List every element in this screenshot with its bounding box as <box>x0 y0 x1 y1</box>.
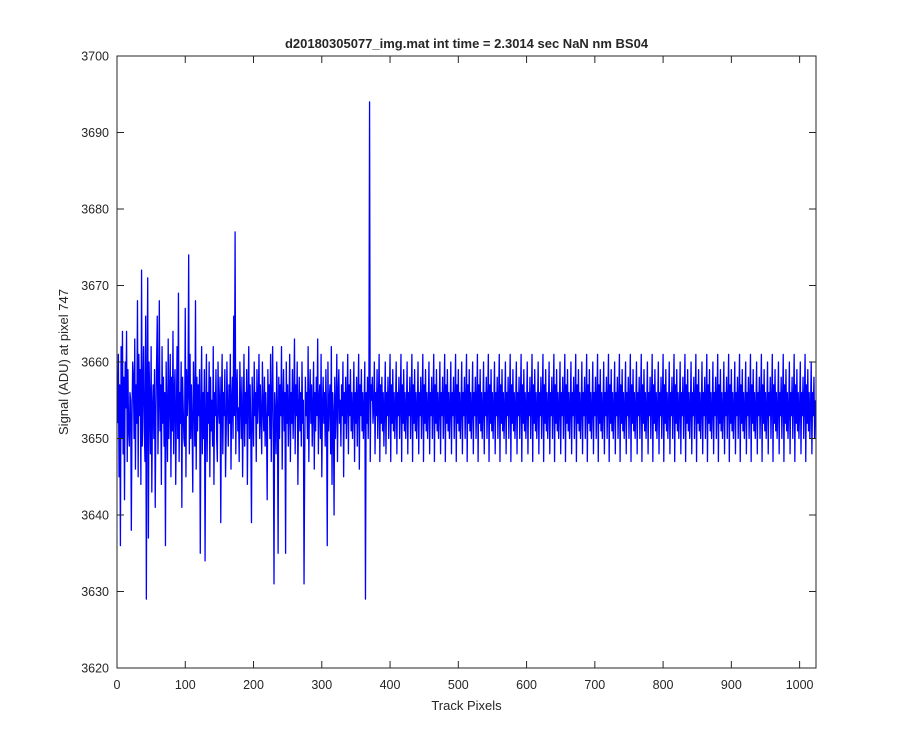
x-tick-label: 0 <box>114 678 121 692</box>
y-axis-label: Signal (ADU) at pixel 747 <box>56 289 71 435</box>
x-tick-label: 900 <box>721 678 742 692</box>
y-tick-label: 3620 <box>81 662 109 676</box>
x-tick-label: 300 <box>311 678 332 692</box>
x-tick-label: 100 <box>175 678 196 692</box>
y-tick-label: 3680 <box>81 203 109 217</box>
x-tick-label: 1000 <box>786 678 814 692</box>
y-tick-label: 3640 <box>81 509 109 523</box>
y-axis-ticks: 3620 3630 3640 3650 3660 3670 3680 3690 3700 <box>81 50 816 676</box>
x-tick-label: 600 <box>516 678 537 692</box>
y-tick-label: 3630 <box>81 585 109 599</box>
x-tick-label: 400 <box>380 678 401 692</box>
x-tick-label: 700 <box>584 678 605 692</box>
y-tick-label: 3690 <box>81 126 109 140</box>
x-axis-ticks: 0 100 200 300 400 500 600 700 800 900 1000 <box>114 56 814 692</box>
x-tick-label: 500 <box>448 678 469 692</box>
y-tick-label: 3700 <box>81 50 109 64</box>
y-tick-label: 3650 <box>81 432 109 446</box>
chart-title: d20180305077_img.mat int time = 2.3014 s… <box>285 36 649 51</box>
series-line-0 <box>117 101 816 600</box>
y-tick-label: 3660 <box>81 356 109 370</box>
x-tick-label: 200 <box>243 678 264 692</box>
y-tick-label: 3670 <box>81 279 109 293</box>
x-axis-label: Track Pixels <box>431 698 502 713</box>
x-tick-label: 800 <box>653 678 674 692</box>
series-layer <box>117 101 816 600</box>
